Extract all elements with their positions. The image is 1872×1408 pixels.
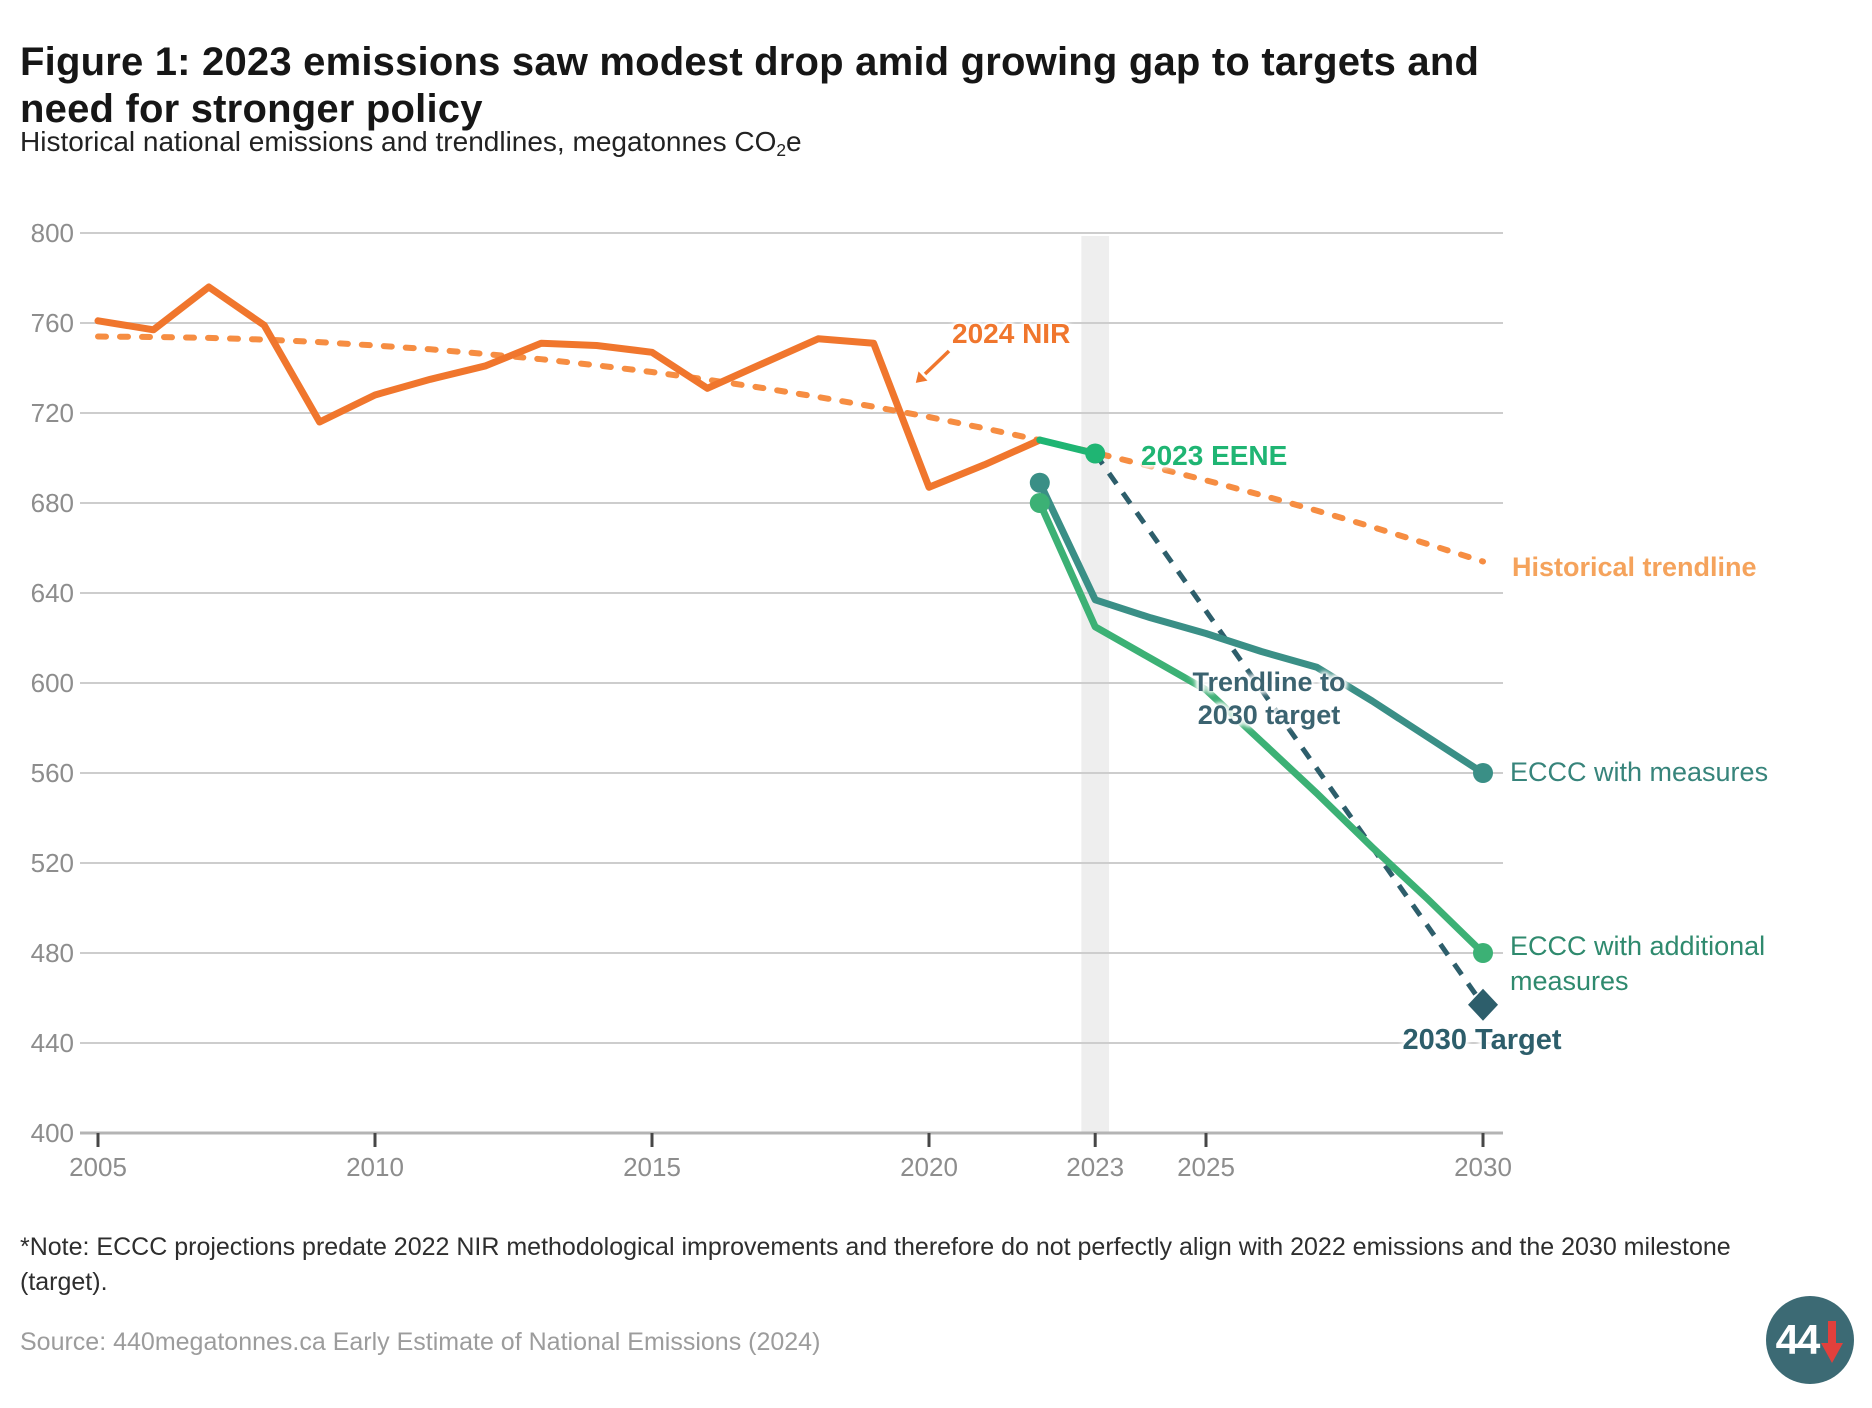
series-trendline-to-2030-target — [1093, 452, 1486, 1007]
subtitle-text: Historical national emissions and trendl… — [20, 126, 777, 157]
x-tick-label: 2020 — [900, 1152, 958, 1182]
y-tick-label: 560 — [30, 758, 74, 788]
y-tick-label: 800 — [30, 218, 74, 248]
y-tick-label: 480 — [30, 938, 74, 968]
x-tick-label: 2005 — [69, 1152, 127, 1182]
page-title: Figure 1: 2023 emissions saw modest drop… — [20, 39, 1820, 133]
y-tick-label: 520 — [30, 848, 74, 878]
x-tick-label: 2010 — [346, 1152, 404, 1182]
data-point-dot — [1029, 493, 1050, 513]
annotation-trendline-to-2030-target: Trendline to 2030 target — [1128, 666, 1410, 732]
nir-annotation-arrowhead — [915, 371, 928, 383]
data-point-dot — [1473, 943, 1493, 963]
logo-down-arrow-icon — [1821, 1321, 1844, 1363]
trendline-label-line-1: Trendline to — [1192, 667, 1346, 697]
series-historical-trendline — [95, 333, 1486, 565]
y-tick-label: 400 — [30, 1118, 74, 1148]
annotation-2030-target: 2030 Target — [1402, 1024, 1562, 1056]
annotation-2023-eene: 2023 EENE — [1141, 440, 1288, 471]
y-tick-label: 720 — [30, 398, 74, 428]
x-tick-label: 2025 — [1177, 1152, 1235, 1182]
source-line: Source: 440megatonnes.ca Early Estimate … — [20, 1328, 821, 1356]
logo-number: 44 — [1775, 1316, 1821, 1363]
x-tick-label: 2030 — [1454, 1152, 1512, 1182]
trendline-label-line-2: 2030 target — [1197, 699, 1341, 730]
data-point-dot — [1029, 472, 1050, 493]
subtitle-suffix: e — [786, 126, 802, 157]
series-2024-nir — [94, 283, 1044, 491]
y-tick-label: 440 — [30, 1028, 74, 1058]
logo-440megatonnes: 44 — [1766, 1296, 1854, 1384]
data-point-dot — [1473, 763, 1493, 783]
annotation-historical-trendline: Historical trendline — [1512, 552, 1757, 582]
data-point-dot — [1085, 443, 1106, 464]
annotation-2024-nir: 2024 NIR — [952, 318, 1071, 349]
y-tick-label: 760 — [30, 308, 74, 338]
x-tick-label: 2023 — [1066, 1152, 1125, 1182]
subtitle-subscript: 2 — [776, 139, 787, 160]
series-eccc-with-additional-measures — [1036, 499, 1487, 957]
nir-annotation-arrow — [923, 349, 951, 376]
target-diamond-marker — [1468, 988, 1498, 1021]
year-2023-highlight-band — [1081, 236, 1110, 1133]
title-line-1: Figure 1: 2023 emissions saw modest drop… — [20, 39, 1480, 84]
chart-footnote: *Note: ECCC projections predate 2022 NIR… — [20, 1233, 1731, 1296]
y-tick-label: 640 — [30, 578, 74, 608]
x-tick-label: 2015 — [623, 1152, 681, 1182]
title-line-2: need for stronger policy — [20, 86, 483, 131]
annotation-eccc-with-measures: ECCC with measures — [1510, 757, 1769, 787]
y-tick-label: 680 — [30, 488, 74, 518]
y-tick-label: 600 — [30, 668, 74, 698]
chart-subtitle: Historical national emissions and trendl… — [20, 126, 802, 161]
series-eccc-with-measures — [1036, 479, 1487, 777]
annotation-eccc-with-additional-measures: ECCC with additional measures — [1510, 931, 1766, 997]
